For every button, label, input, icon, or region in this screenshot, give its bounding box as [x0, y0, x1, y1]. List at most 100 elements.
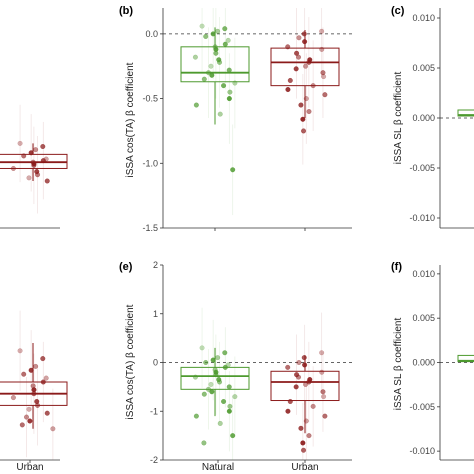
data-point [303, 63, 309, 69]
data-point [31, 391, 37, 397]
data-point [50, 426, 56, 432]
panel-left-top [0, 104, 68, 229]
data-point [298, 425, 304, 431]
data-point [43, 375, 49, 381]
data-point [300, 440, 306, 446]
data-point [21, 371, 27, 377]
data-point [321, 394, 327, 400]
data-point [321, 74, 327, 80]
data-point [217, 111, 223, 117]
panel-e: (e) iSSA cos(TA) β coefficient 2 1 0 -1 -2 N… [119, 260, 352, 473]
data-point [226, 384, 232, 390]
y-tick-label: -0.005 [409, 402, 435, 412]
data-point [285, 364, 291, 370]
data-point [306, 59, 312, 65]
data-point [203, 360, 209, 366]
data-point [230, 433, 236, 439]
panel-b: (b) iSSA cos(TA) β coefficient 0.0 -0.5 -1… [119, 5, 352, 233]
data-point [19, 422, 25, 428]
category-label-urban: Urban [291, 462, 318, 473]
data-point [215, 355, 221, 361]
data-point [210, 31, 216, 37]
y-tick-label: 2 [153, 260, 158, 270]
data-point [10, 165, 16, 171]
y-tick-label: 0.010 [412, 13, 435, 23]
data-point [301, 447, 307, 453]
y-tick-label: 0 [153, 358, 158, 368]
data-point [206, 70, 212, 76]
y-tick-label: -0.005 [409, 163, 435, 173]
y-tick-label: -1 [150, 406, 158, 416]
data-point [226, 96, 232, 102]
data-point [319, 369, 325, 375]
data-point [296, 54, 302, 60]
y-tick-label: -2 [150, 455, 158, 465]
category-label-urban-left: Urban [16, 462, 43, 473]
data-point [226, 67, 232, 73]
data-point [293, 66, 299, 72]
y-axis-title-e: iSSA cos(TA) β coefficient [125, 304, 136, 419]
data-point [222, 350, 228, 356]
data-point [222, 364, 228, 370]
data-point [306, 433, 312, 439]
data-point [319, 46, 325, 52]
data-point [209, 389, 215, 395]
data-point [232, 80, 238, 86]
data-point [320, 389, 326, 395]
data-point [227, 89, 233, 95]
y-tick-label: 0.005 [412, 313, 435, 323]
data-point [21, 153, 27, 159]
data-point [225, 37, 231, 43]
data-point [199, 345, 205, 351]
data-point [35, 402, 41, 408]
data-point [208, 381, 214, 387]
data-point [301, 128, 307, 134]
data-point [303, 418, 309, 424]
data-point [33, 147, 39, 153]
y-tick-label: 0.000 [412, 358, 435, 368]
data-point [322, 92, 328, 98]
data-point [306, 109, 312, 115]
panel-label-b: (b) [119, 5, 133, 17]
data-point [287, 399, 293, 405]
data-point [40, 158, 46, 164]
data-point [221, 399, 227, 405]
data-point [28, 367, 34, 373]
data-point [296, 360, 302, 366]
data-point [208, 63, 214, 69]
y-tick-label: 0.010 [412, 269, 435, 279]
y-tick-label: -0.5 [142, 94, 158, 104]
y-tick-label: -0.010 [409, 446, 435, 456]
data-point [217, 420, 223, 426]
data-point [27, 418, 33, 424]
y-axis-title-b: iSSA cos(TA) β coefficient [125, 62, 136, 177]
y-tick-label: 0.000 [412, 113, 435, 123]
data-point [40, 356, 46, 362]
y-tick-label: 0.0 [145, 29, 158, 39]
data-point [215, 28, 221, 34]
y-tick-label: -1.0 [142, 158, 158, 168]
data-point [44, 178, 50, 184]
data-point [302, 362, 308, 368]
data-point [310, 83, 316, 89]
data-point [10, 395, 16, 401]
data-point [206, 386, 212, 392]
panel-label-e: (e) [119, 261, 133, 273]
data-point [33, 363, 39, 369]
data-point [201, 76, 207, 82]
data-point [296, 35, 302, 41]
data-point [310, 403, 316, 409]
data-point [302, 39, 308, 45]
y-tick-label: -0.010 [409, 213, 435, 223]
data-point [296, 374, 302, 380]
y-tick-label: 1 [153, 309, 158, 319]
data-point [31, 162, 37, 168]
panel-label-c: (c) [391, 5, 405, 17]
data-point [287, 77, 293, 83]
data-point [301, 31, 307, 37]
data-point [285, 44, 291, 50]
panel-c: (c) iSSA SL β coefficient 0.010 0.005 0.00… [391, 5, 474, 229]
data-point [285, 87, 291, 93]
data-point [193, 413, 199, 419]
